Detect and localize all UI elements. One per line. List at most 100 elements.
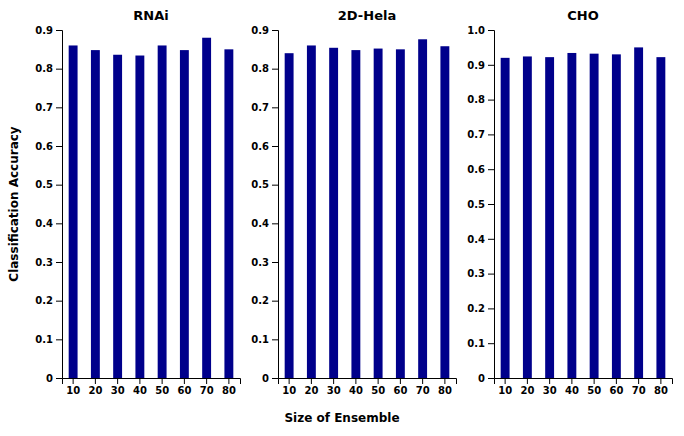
y-tick: 0.8	[35, 63, 62, 74]
tick-mark	[184, 378, 185, 384]
tick-label: 70	[416, 385, 430, 396]
y-tick: 0.6	[251, 141, 278, 152]
title: 2D-Hela	[338, 8, 396, 23]
tick-label: 0.7	[35, 102, 53, 113]
tick-mark	[56, 30, 62, 31]
tick-label: 20	[520, 385, 534, 396]
x-tick: 40	[565, 378, 579, 396]
tick-mark	[422, 378, 423, 384]
tick-label: 0.6	[251, 141, 269, 152]
y-tick: 0.2	[467, 303, 494, 314]
x-axis-label: Size of Ensemble	[284, 411, 399, 425]
tick-label: 80	[654, 385, 668, 396]
bars	[69, 38, 234, 378]
x-tick: 80	[654, 378, 668, 396]
tick-mark	[400, 378, 401, 384]
tick-mark	[488, 343, 494, 344]
y-tick: 0.5	[251, 179, 278, 190]
chart-container: 10 20 30 40 50 60 70 80 0 0.1 0.2 0.3 0.4 0.5 0.6 0.7 0.…	[0, 0, 684, 436]
bar	[351, 50, 360, 378]
tick-label: 0.4	[35, 218, 53, 229]
bar	[91, 50, 100, 378]
x-tick: 80	[222, 378, 236, 396]
tick-mark	[56, 69, 62, 70]
bar	[590, 54, 599, 378]
tick-label: 30	[111, 385, 125, 396]
tick-mark	[206, 378, 207, 384]
bar	[135, 56, 144, 378]
bar	[69, 45, 78, 378]
tick-label: 20	[88, 385, 102, 396]
tick-mark	[228, 378, 229, 384]
tick-mark	[355, 378, 356, 384]
axis-line	[56, 31, 63, 379]
tick-mark	[311, 378, 312, 384]
tick-label: 0.3	[35, 257, 53, 268]
axis-line	[63, 379, 241, 385]
bar	[523, 56, 532, 378]
tick-mark	[488, 65, 494, 66]
tick-mark	[444, 378, 445, 384]
tick-mark	[272, 223, 278, 224]
tick-label: 0.8	[251, 63, 269, 74]
tick-mark	[56, 185, 62, 186]
bar	[567, 53, 576, 378]
x-tick: 30	[111, 378, 125, 396]
tick-mark	[660, 378, 661, 384]
tick-mark	[488, 30, 494, 31]
tick-label: 0.9	[35, 25, 53, 36]
y-tick: 0.3	[251, 257, 278, 268]
tick-label: 0.3	[251, 257, 269, 268]
x-tick: 40	[133, 378, 147, 396]
tick-mark	[56, 146, 62, 147]
bar	[501, 58, 510, 378]
tick-label: 0.2	[467, 303, 485, 314]
tick-mark	[488, 204, 494, 205]
tick-label: 50	[371, 385, 385, 396]
y-tick: 0.4	[467, 234, 494, 245]
y-tick: 0.3	[467, 268, 494, 279]
tick-label: 0.1	[35, 334, 53, 345]
x-axis: 1020304050607080	[63, 378, 241, 396]
tick-mark	[272, 69, 278, 70]
x-tick: 10	[498, 378, 512, 396]
x-tick: 20	[304, 378, 318, 396]
tick-label: 0.6	[35, 141, 53, 152]
tick-label: 0	[478, 373, 485, 384]
bar	[329, 48, 338, 378]
tick-label: 20	[304, 385, 318, 396]
tick-label: 50	[155, 385, 169, 396]
tick-label: 50	[587, 385, 601, 396]
tick-mark	[272, 301, 278, 302]
tick-mark	[505, 378, 506, 384]
x-tick: 30	[543, 378, 557, 396]
y-tick: 0.2	[35, 295, 62, 306]
axis-line	[495, 379, 673, 385]
y-tick: 0.8	[467, 94, 494, 105]
tick-label: 60	[177, 385, 191, 396]
tick-mark	[616, 378, 617, 384]
y-tick: 0.1	[251, 334, 278, 345]
tick-label: 0.7	[251, 102, 269, 113]
panel: 102030405060708000.10.20.30.40.50.60.70.…	[7, 8, 241, 396]
x-tick: 10	[282, 378, 296, 396]
tick-mark	[488, 239, 494, 240]
tick-mark	[272, 146, 278, 147]
tick-mark	[73, 378, 74, 384]
bar	[285, 53, 294, 378]
tick-label: 60	[393, 385, 407, 396]
tick-label: 0.9	[251, 25, 269, 36]
tick-mark	[527, 378, 528, 384]
y-tick: 0.5	[467, 199, 494, 210]
y-tick: 0.1	[467, 338, 494, 349]
bar	[634, 47, 643, 378]
tick-mark	[56, 262, 62, 263]
y-tick: 1.0	[467, 25, 494, 36]
tick-label: 0.4	[251, 218, 269, 229]
tick-label: 10	[498, 385, 512, 396]
tick-label: 0.5	[35, 179, 53, 190]
tick-mark	[117, 378, 118, 384]
tick-label: 1.0	[467, 25, 485, 36]
tick-mark	[272, 378, 278, 379]
x-tick: 70	[416, 378, 430, 396]
